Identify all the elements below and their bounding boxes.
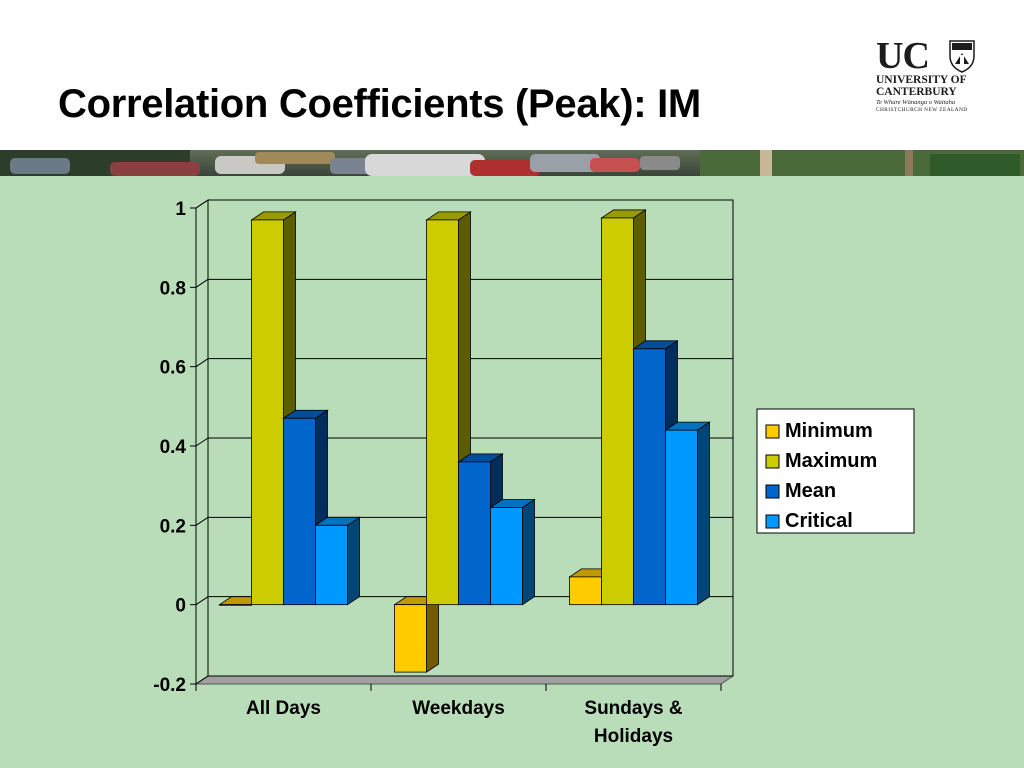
- plot-floor: [194, 675, 735, 685]
- bar-minimum-weekdays-side: [426, 595, 439, 673]
- logo-letters: UC: [876, 35, 930, 77]
- chart-panel: -0.2 0 0.2 0.4 0.6 0.8 1 All Days Weekdays Sunday…: [0, 176, 1024, 768]
- gridline-side: [195, 516, 209, 526]
- bar-chart: -0.2 0 0.2 0.4 0.6 0.8 1 All Days Weekdays Sunday…: [153, 199, 915, 747]
- x-category-label: All Days: [246, 698, 321, 719]
- y-tick-label: 1: [175, 199, 186, 220]
- car-shapes: [10, 150, 1020, 176]
- gridline-side: [195, 278, 209, 288]
- y-tick-label: 0.6: [160, 358, 186, 379]
- bar-minimum-sundays-holidays: [569, 576, 602, 606]
- legend-swatch-maximum: [765, 454, 780, 469]
- legend-label-mean: Mean: [785, 480, 836, 502]
- bar-mean-sundays-holidays: [633, 348, 666, 606]
- legend-box: [756, 408, 915, 534]
- y-tick-label: 0.2: [160, 516, 186, 537]
- bar-mean-all-days: [283, 417, 316, 606]
- x-category-label: Weekdays: [412, 698, 505, 719]
- legend-swatch-mean: [765, 484, 780, 499]
- bar-critical-sundays-holidays: [665, 429, 698, 606]
- bar-critical-weekdays: [490, 507, 523, 606]
- y-tick-label: 0.8: [160, 278, 186, 299]
- legend-label-maximum: Maximum: [785, 450, 877, 472]
- y-tick-label: 0.4: [160, 437, 187, 458]
- traffic-photo-banner: [0, 150, 1024, 176]
- bar-minimum-weekdays: [394, 604, 427, 673]
- university-logo: UC UNIVERSITY OF CANTERBURY Te Whare Wān…: [876, 35, 986, 122]
- bar-critical-weekdays-side: [522, 498, 535, 606]
- bar-maximum-all-days: [251, 219, 284, 606]
- gridline-side: [195, 199, 209, 209]
- legend-swatch-critical: [765, 514, 780, 529]
- y-tick-label: -0.2: [153, 675, 186, 696]
- gridline-side: [195, 675, 209, 685]
- x-category-label: Sundays &: [584, 698, 682, 719]
- legend-swatch-minimum: [765, 424, 780, 439]
- bar-critical-all-days: [315, 524, 348, 606]
- x-category-label: Holidays: [594, 726, 673, 747]
- gridline-side: [195, 596, 209, 606]
- bar-maximum-sundays-holidays: [601, 217, 634, 606]
- logo-line-city: CHRISTCHURCH NEW ZEALAND: [876, 107, 968, 113]
- legend-label-minimum: Minimum: [785, 420, 873, 442]
- slide-title: Correlation Coefficients (Peak): IM: [58, 82, 701, 126]
- bar-minimum-all-days: [219, 604, 252, 606]
- crest-icon: [949, 40, 975, 73]
- bar-critical-sundays-holidays-side: [697, 421, 710, 606]
- slide-header: Correlation Coefficients (Peak): IM UC U…: [0, 0, 1024, 150]
- gridline-side: [195, 437, 209, 447]
- bar-maximum-weekdays: [426, 219, 459, 606]
- y-tick-label: 0: [175, 596, 186, 617]
- legend-label-critical: Critical: [785, 510, 853, 532]
- logo-line-canterbury: CANTERBURY: [876, 86, 957, 98]
- bar-critical-all-days-side: [347, 516, 360, 606]
- bar-mean-weekdays: [458, 461, 491, 606]
- logo-line-maori: Te Whare Wānanga o Waitaha: [876, 99, 956, 106]
- gridline-side: [195, 358, 209, 368]
- logo-line-university: UNIVERSITY OF: [876, 74, 967, 86]
